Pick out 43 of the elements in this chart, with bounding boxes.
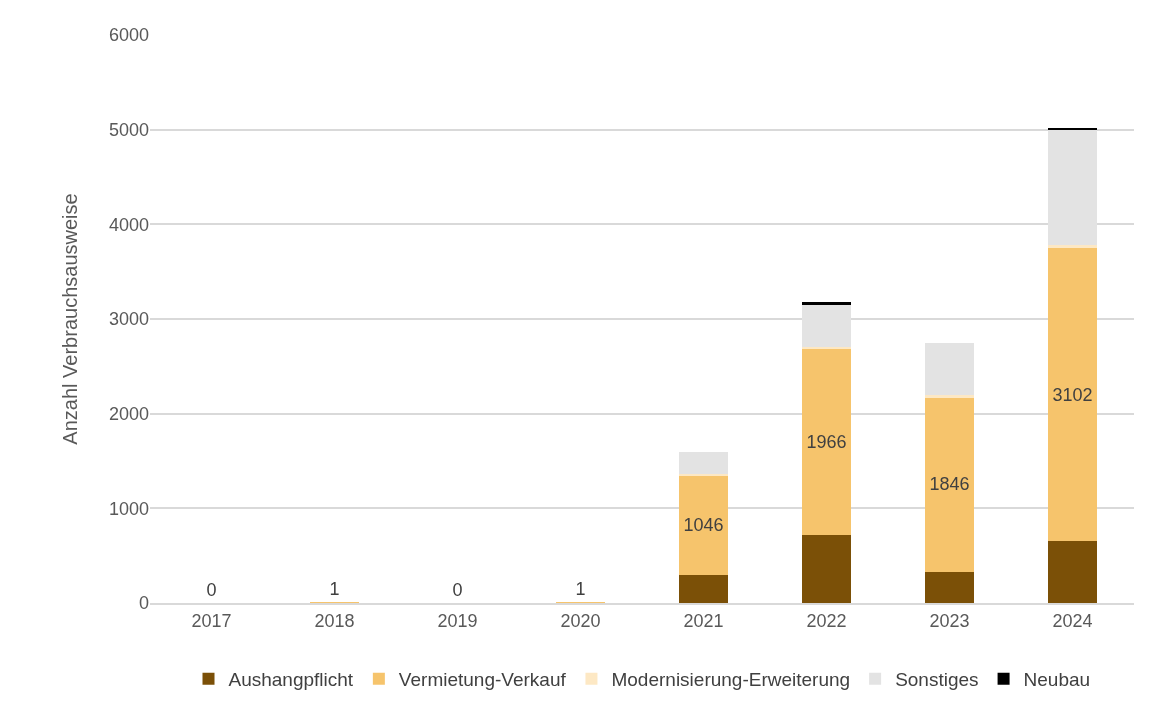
legend-label: Sonstiges	[895, 669, 979, 691]
data-label: 1	[329, 579, 340, 599]
y-tick-label: 6000	[108, 25, 149, 46]
bar	[924, 395, 975, 398]
x-tick-label: 2022	[806, 610, 847, 631]
legend-label: Vermietung-Verkauf	[398, 669, 567, 691]
y-tick-label: 2000	[108, 403, 149, 424]
bar	[801, 346, 852, 349]
bar	[1047, 244, 1098, 248]
y-tick-label: 1000	[108, 498, 149, 519]
data-label: 1046	[683, 515, 724, 536]
data-label: 3102	[1052, 384, 1093, 405]
x-tick-label: 2024	[1052, 610, 1093, 631]
legend-label: Neubau	[1023, 669, 1091, 691]
legend-label: Modernisierung-Erweiterung	[611, 669, 851, 691]
data-label: 1	[575, 579, 586, 599]
bar	[801, 534, 852, 603]
y-tick-label: 4000	[108, 214, 149, 235]
bar	[678, 451, 729, 474]
y-tick-label: 3000	[108, 309, 149, 330]
bar	[1047, 541, 1098, 603]
bar	[924, 571, 975, 603]
bar	[678, 475, 729, 575]
bar	[924, 397, 975, 572]
y-tick-label: 5000	[108, 119, 149, 140]
bar	[678, 574, 729, 603]
bar	[924, 343, 975, 396]
x-tick-label: 2018	[314, 610, 355, 631]
x-tick-label: 2021	[683, 610, 724, 631]
bar	[801, 348, 852, 535]
y-tick-label: 0	[138, 593, 149, 614]
data-label: 0	[206, 580, 217, 600]
bar	[1047, 247, 1098, 542]
bar	[801, 302, 852, 305]
data-label: 0	[452, 580, 463, 600]
x-tick-label: 2020	[560, 610, 601, 631]
data-label: 1846	[929, 474, 970, 495]
x-tick-label: 2017	[191, 610, 232, 631]
data-label: 1966	[806, 431, 847, 452]
legend-label: Aushangpflicht	[228, 669, 354, 691]
x-tick-label: 2019	[437, 610, 478, 631]
y-axis-title: Anzahl Verbrauchsausweise	[59, 193, 82, 445]
x-tick-label: 2023	[929, 610, 970, 631]
